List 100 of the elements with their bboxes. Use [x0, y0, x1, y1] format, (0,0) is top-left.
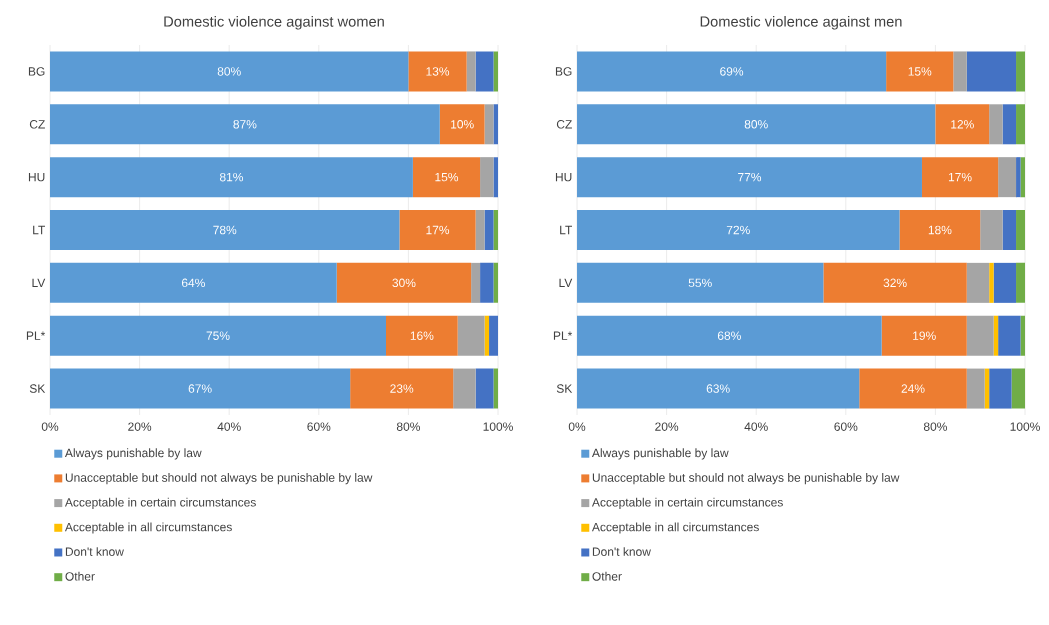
bar [577, 157, 922, 198]
bar [489, 315, 499, 356]
bar [386, 315, 458, 356]
bar [480, 157, 494, 198]
x-tick-label: 40% [217, 422, 241, 431]
legend-label: Acceptable in all circumstances [64, 522, 232, 534]
bar [1016, 51, 1026, 92]
bar [953, 51, 967, 92]
legend-label: Acceptable in certain circumstances [64, 497, 256, 509]
x-tick-label: 80% [396, 422, 420, 431]
data-label: 63% [706, 384, 730, 393]
y-tick-label: CZ [29, 120, 45, 129]
bar [966, 368, 985, 409]
bar [50, 157, 413, 198]
bar [1002, 104, 1017, 145]
bar [1016, 104, 1026, 145]
legend-label: Don't know [592, 547, 651, 556]
data-label: 17% [426, 225, 450, 235]
y-tick-label: LT [33, 225, 46, 235]
data-label: 15% [908, 67, 932, 76]
bar [457, 315, 485, 356]
data-label: 17% [948, 172, 972, 182]
y-tick-label: HU [555, 172, 572, 182]
bar [577, 51, 887, 92]
data-label: 64% [181, 278, 205, 288]
bar [577, 210, 900, 251]
bar [453, 368, 476, 409]
data-label: 24% [901, 384, 925, 393]
bar [935, 104, 990, 145]
y-tick-label: LV [32, 278, 46, 287]
bar [989, 368, 1012, 409]
bar [966, 51, 1017, 92]
bar [577, 315, 882, 356]
data-label: 80% [744, 120, 768, 129]
bar [439, 104, 485, 145]
x-tick-label: 60% [307, 422, 331, 431]
y-tick-label: HU [28, 172, 45, 182]
data-label: 23% [390, 384, 414, 393]
bar [399, 210, 476, 251]
chart-title: Domestic violence against men [700, 15, 902, 30]
data-label: 75% [206, 331, 230, 340]
legend-label: Other [65, 571, 95, 581]
y-tick-label: BG [28, 67, 45, 76]
data-label: 77% [738, 172, 762, 182]
data-label: 80% [217, 67, 241, 76]
y-tick-label: CZ [556, 120, 572, 129]
bar [859, 368, 967, 409]
bar [475, 210, 485, 251]
x-tick-label: 20% [655, 422, 679, 431]
bar [989, 262, 994, 303]
x-tick-label: 100% [1010, 422, 1040, 431]
data-label: 67% [188, 384, 212, 393]
bar [50, 368, 351, 409]
bar [577, 262, 824, 303]
data-label: 15% [435, 172, 459, 182]
data-label: 69% [720, 67, 744, 76]
bar [471, 262, 481, 303]
bar [50, 104, 440, 145]
bar [577, 368, 860, 409]
legend-label: Unacceptable but should not always be punishable by law [592, 473, 900, 485]
bar [998, 315, 1021, 356]
bar [50, 51, 409, 92]
y-tick-label: SK [556, 384, 573, 393]
bar [350, 368, 454, 409]
data-label: 18% [928, 225, 952, 235]
chart-title: Domestic violence against women [164, 15, 384, 30]
data-label: 78% [213, 225, 237, 235]
data-label: 87% [233, 120, 257, 129]
bar [50, 262, 337, 303]
bar [823, 262, 967, 303]
y-tick-label: LT [560, 225, 573, 235]
bar [484, 104, 494, 145]
bar [998, 157, 1017, 198]
y-tick-label: PL* [553, 331, 573, 340]
y-tick-label: BG [555, 67, 572, 76]
data-label: 12% [951, 120, 974, 129]
y-tick-label: PL* [26, 331, 46, 340]
bar [980, 210, 1003, 251]
x-tick-label: 20% [128, 422, 152, 431]
legend-label: Always punishable by law [591, 448, 729, 460]
bar [475, 368, 494, 409]
bar [336, 262, 472, 303]
bar [466, 51, 476, 92]
bar [881, 315, 967, 356]
data-label: 55% [688, 278, 712, 288]
data-label: 72% [726, 225, 750, 235]
bar [412, 157, 481, 198]
data-label: 30% [392, 278, 416, 288]
bar [886, 51, 954, 92]
x-tick-label: 100% [483, 422, 513, 431]
legend-label: Unacceptable but should not always be punishable by law [65, 473, 373, 485]
legend-label: Other [592, 571, 622, 581]
bar [966, 262, 990, 303]
x-tick-label: 60% [834, 422, 858, 431]
legend-label: Don't know [65, 547, 124, 556]
bar [1016, 210, 1026, 251]
bar [50, 315, 387, 356]
x-tick-label: 0% [41, 422, 59, 431]
data-label: 68% [717, 331, 741, 340]
bar [899, 210, 981, 251]
